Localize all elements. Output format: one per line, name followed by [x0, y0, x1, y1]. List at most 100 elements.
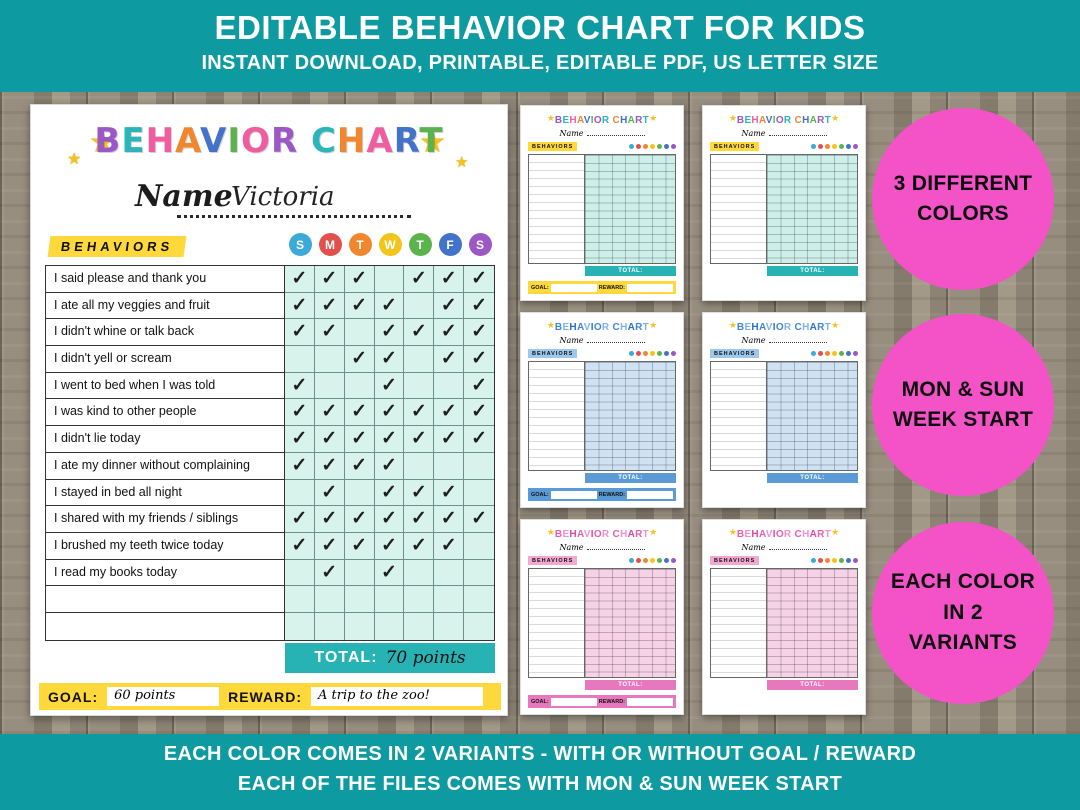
title-letter: V	[200, 121, 228, 161]
title-letter: I	[590, 322, 594, 333]
reward-label: REWARD:	[228, 688, 302, 705]
behavior-label: I didn't lie today	[46, 426, 285, 453]
behavior-row: I ate all my veggies and fruit ✓ ✓ ✓ ✓ ✓ ✓	[46, 292, 494, 320]
day-dot	[845, 557, 851, 564]
day-dot	[831, 557, 837, 564]
title-letter: O	[775, 322, 784, 333]
day-dot	[663, 143, 669, 150]
day-cell: ✓	[464, 346, 494, 373]
reward-label: REWARD:	[598, 284, 626, 291]
day-dot	[635, 350, 641, 357]
thumb-title: ★BEHAVIOR CHART★	[528, 318, 676, 335]
thumb-grid	[528, 568, 676, 678]
thumbnail-pink-no-goal: ★BEHAVIOR CHART★ Name BEHAVIORS TOTAL:	[702, 519, 866, 715]
thumbnail-teal-no-goal: ★BEHAVIOR CHART★ Name BEHAVIORS TOTAL:	[702, 105, 866, 301]
day-cell	[284, 479, 315, 507]
day-dot	[838, 143, 844, 150]
goal-value: 60 points	[107, 687, 220, 706]
thumb-total-bar: TOTAL:	[767, 473, 858, 483]
badge-text-line: VARIANTS	[908, 631, 1018, 655]
title-letter: T	[642, 322, 650, 333]
day-cell	[464, 586, 494, 613]
day-dot	[817, 143, 823, 150]
star-icon: ★	[831, 320, 840, 330]
title-letter: C	[794, 115, 803, 126]
title-letter: H	[802, 115, 810, 126]
thumb-grid-labels	[711, 362, 767, 470]
day-cell	[434, 452, 465, 480]
behavior-label: I was kind to other people	[46, 399, 285, 427]
day-cell: ✓	[434, 426, 465, 453]
day-dot	[642, 143, 648, 150]
thumb-grid-days	[767, 155, 857, 263]
title-letter: I	[772, 115, 776, 126]
dotted-line	[768, 342, 827, 343]
goal-label: GOAL:	[48, 688, 99, 705]
title-letter: E	[744, 529, 752, 540]
day-cell: ✓	[374, 372, 405, 400]
bottom-banner-line2: EACH OF THE FILES COMES WITH MON & SUN W…	[237, 773, 843, 795]
title-letter: E	[744, 115, 752, 126]
day-cell: ✓	[314, 319, 345, 347]
behavior-label: I ate my dinner without complaining	[46, 452, 285, 480]
day-cell: ✓	[374, 399, 405, 427]
day-cell	[284, 346, 315, 373]
title-letter: O	[593, 322, 602, 333]
day-cell: ✓	[374, 452, 405, 480]
day-cell	[344, 372, 375, 400]
day-cell: ✓	[404, 319, 435, 347]
day-cell: ✓	[284, 266, 315, 293]
goal-box	[550, 490, 597, 499]
badge-colors: 3 DIFFERENT COLORS	[872, 108, 1054, 290]
day-cell: ✓	[464, 372, 494, 400]
day-cell	[374, 266, 405, 293]
day-dot	[670, 350, 676, 357]
day-dot	[810, 557, 816, 564]
star-icon: ★	[728, 527, 737, 537]
title-letter: H	[569, 115, 577, 126]
title-letter: H	[802, 322, 810, 333]
title-letter: I	[227, 121, 242, 161]
title-letter: R	[783, 322, 792, 333]
star-icon: ★	[67, 151, 82, 168]
day-cell	[284, 586, 315, 613]
title-letter: A	[758, 529, 766, 540]
day-cell	[434, 559, 465, 587]
thumb-title: ★BEHAVIOR CHART★	[710, 111, 858, 128]
thumbnail-pink-with-goal: ★BEHAVIOR CHART★ Name BEHAVIORS TOTAL: GOAL:…	[520, 519, 684, 715]
behavior-row	[46, 586, 494, 613]
dotted-line	[586, 135, 645, 136]
star-icon: ★	[546, 113, 555, 123]
day-cell	[374, 586, 405, 613]
behaviors-tag: BEHAVIORS	[528, 349, 578, 358]
day-cell: ✓	[434, 292, 465, 320]
thumb-grid-labels	[711, 155, 767, 263]
day-dot	[831, 350, 837, 357]
thumb-grid-labels	[529, 362, 585, 470]
day-dot	[635, 557, 641, 564]
badge-text-line: MON & SUN	[901, 377, 1025, 401]
thumb-title-letters: BEHAVIOR CHART	[737, 317, 831, 334]
goal-box	[550, 283, 597, 292]
thumb-grid-days	[585, 569, 675, 677]
day-circle: S	[288, 233, 312, 256]
thumb-goal-bar: GOAL: REWARD:	[528, 281, 676, 294]
day-cell: ✓	[434, 319, 465, 347]
dotted-line	[586, 342, 645, 343]
day-dot	[656, 143, 662, 150]
behavior-label: I ate all my veggies and fruit	[46, 292, 285, 320]
banner-title: EDITABLE BEHAVIOR CHART FOR KIDS	[214, 9, 866, 46]
behavior-label	[46, 586, 285, 613]
dotted-line	[177, 215, 411, 218]
day-cell: ✓	[404, 426, 435, 453]
title-letter: H	[620, 529, 628, 540]
title-letter: R	[601, 322, 610, 333]
day-cell: ✓	[464, 266, 494, 293]
day-circle: W	[378, 233, 402, 256]
title-letter: C	[612, 529, 621, 540]
day-cell: ✓	[344, 506, 375, 533]
title-letter: R	[393, 121, 420, 161]
title-letter: A	[175, 121, 201, 161]
goal-reward-bar: GOAL: 60 points REWARD: A trip to the zo…	[39, 683, 501, 710]
name-label: Name	[741, 336, 766, 345]
